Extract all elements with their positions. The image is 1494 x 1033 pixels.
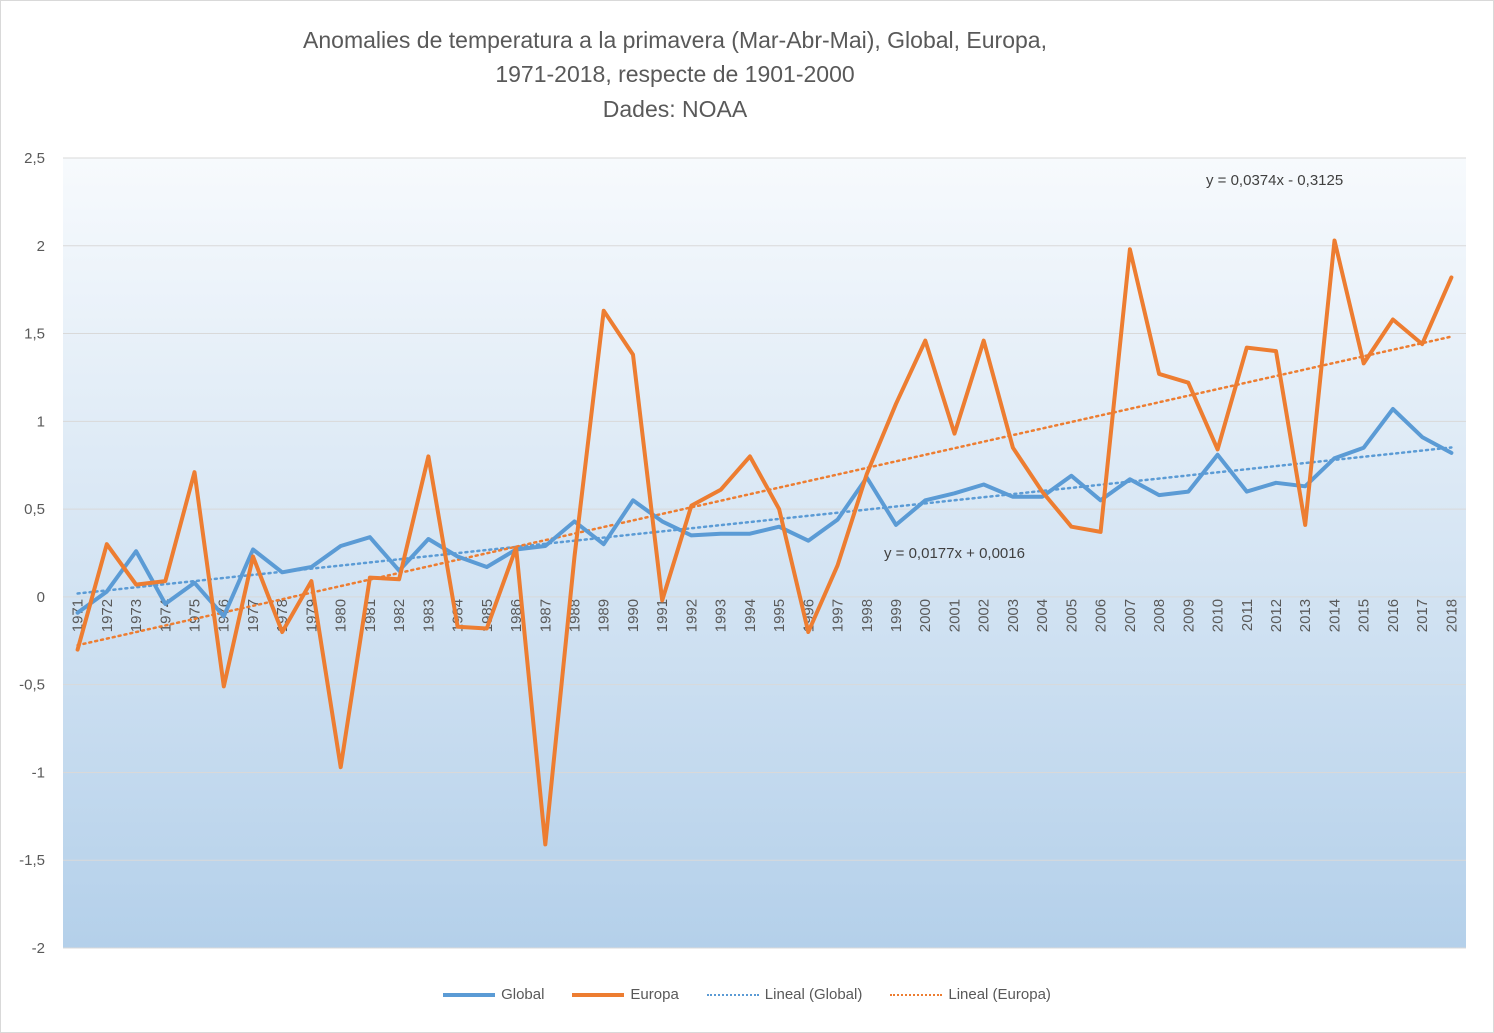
series-line-europa — [75, 238, 1454, 847]
trendline-equation: y = 0,0177x + 0,0016 — [884, 545, 1025, 562]
x-tick-label: 2000 — [917, 599, 934, 632]
x-tick-label: 1972 — [99, 599, 116, 632]
legend-swatch-global — [443, 992, 496, 997]
legend-item-lineal-europa: Lineal (Europa) — [890, 986, 1051, 1003]
x-tick-label: 2016 — [1385, 599, 1402, 632]
x-tick-label: 2013 — [1297, 599, 1314, 632]
legend-label-europa: Europa — [630, 986, 679, 1003]
x-tick-label: 2011 — [1239, 599, 1256, 631]
x-tick-label: 2006 — [1093, 599, 1110, 632]
x-tick-label: 2001 — [946, 599, 963, 632]
x-tick-label: 2014 — [1326, 599, 1343, 632]
x-tick-label: 2007 — [1122, 599, 1139, 632]
x-tick-label: 1995 — [771, 599, 788, 632]
legend-swatch-lineal-europa — [890, 993, 943, 996]
x-tick-label: 1983 — [420, 599, 437, 632]
y-tick-label: -0,5 — [19, 677, 45, 694]
legend-label-lineal-global: Lineal (Global) — [764, 986, 863, 1003]
x-tick-label: 1994 — [742, 599, 759, 632]
y-tick-label: 2,5 — [24, 150, 45, 167]
x-tick-label: 2004 — [1034, 599, 1051, 632]
x-tick-label: 2008 — [1151, 599, 1168, 632]
x-tick-label: 1982 — [391, 599, 408, 632]
y-tick-label: -1,5 — [19, 852, 45, 869]
x-tick-label: 1973 — [128, 599, 145, 632]
x-tick-label: 2005 — [1063, 599, 1080, 632]
x-tick-label: 1985 — [479, 599, 496, 632]
x-tick-label: 2009 — [1180, 599, 1197, 632]
x-tick-label: 1989 — [596, 599, 613, 632]
x-tick-label: 1999 — [888, 599, 905, 632]
x-tick-label: 2003 — [1005, 599, 1022, 632]
x-tick-label: 1998 — [859, 599, 876, 632]
legend-label-global: Global — [501, 986, 545, 1003]
legend-item-lineal-global: Lineal (Global) — [706, 986, 863, 1003]
x-tick-label: 2002 — [976, 599, 993, 632]
y-tick-label: 0 — [37, 589, 45, 606]
chart-title-line-1: Anomalies de temperatura a la primavera … — [303, 27, 1047, 53]
x-tick-label: 1992 — [683, 599, 700, 632]
y-tick-label: 0,5 — [24, 501, 45, 518]
x-tick-label: 2010 — [1210, 599, 1227, 632]
y-tick-label: -2 — [32, 940, 45, 957]
x-tick-label: 1991 — [654, 599, 671, 632]
x-tick-label: 1990 — [625, 599, 642, 632]
trendline-equation: y = 0,0374x - 0,3125 — [1206, 172, 1343, 189]
x-tick-label: 1980 — [333, 599, 350, 632]
trendline — [76, 335, 1453, 647]
y-tick-label: 1 — [37, 413, 45, 430]
series-line-global — [75, 407, 1454, 619]
x-tick-label: 2017 — [1414, 599, 1431, 632]
legend-item-global: Global — [443, 986, 544, 1003]
x-tick-label: 2015 — [1356, 599, 1373, 632]
legend-swatch-europa — [572, 992, 625, 997]
y-tick-label: 1,5 — [24, 326, 45, 343]
x-tick-label: 1997 — [830, 599, 847, 632]
plot-area-background — [63, 158, 1466, 948]
y-tick-label: 2 — [37, 238, 45, 255]
y-tick-label: -1 — [32, 764, 45, 781]
x-tick-label: 2012 — [1268, 599, 1285, 632]
chart-title-line-2: 1971-2018, respecte de 1901-2000 — [495, 61, 855, 87]
x-tick-label: 1975 — [187, 599, 204, 632]
legend-swatch-lineal-global — [706, 993, 759, 996]
x-tick-label: 1993 — [713, 599, 730, 632]
chart-subtitle: Dades: NOAA — [602, 96, 748, 122]
x-tick-label: 1987 — [537, 599, 554, 632]
x-tick-label: 2018 — [1443, 599, 1460, 632]
chart-legend: Global Europa Lineal (Global) Lineal (Eu… — [0, 986, 1494, 1003]
legend-label-lineal-europa: Lineal (Europa) — [948, 986, 1051, 1003]
legend-item-europa: Europa — [572, 986, 679, 1003]
